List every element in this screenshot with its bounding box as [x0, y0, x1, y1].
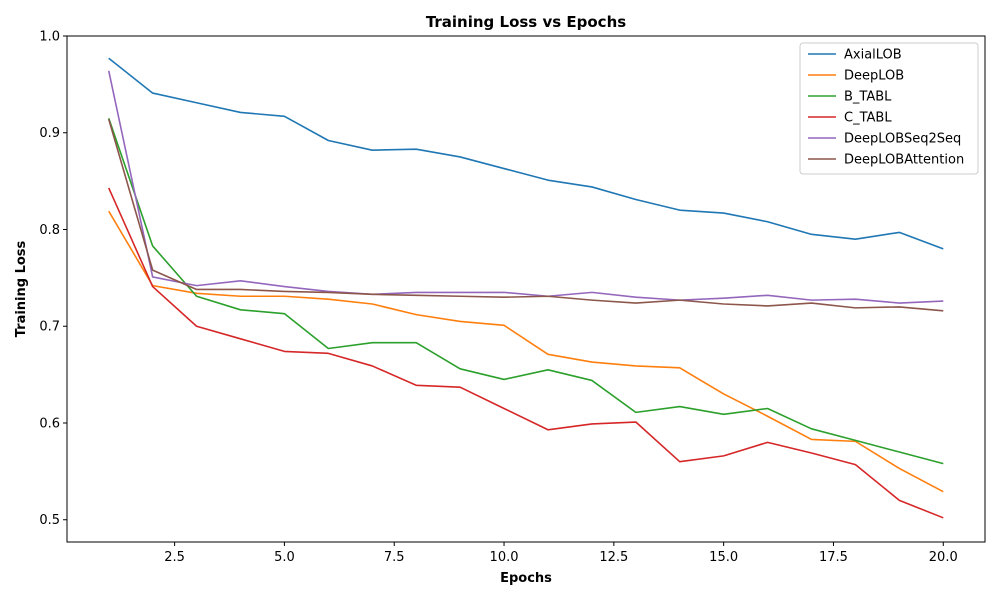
y-tick-label: 0.6 — [39, 416, 60, 431]
y-tick-label: 0.9 — [39, 126, 60, 141]
x-axis-title: Epochs — [500, 571, 552, 586]
y-tick-label: 0.8 — [39, 223, 60, 238]
legend-label-0: AxialLOB — [844, 48, 902, 63]
series-line-1 — [108, 210, 944, 493]
y-axis: 0.5 0.6 0.7 0.8 0.9 1.0 — [39, 30, 67, 528]
plot-area — [107, 57, 944, 519]
y-tick-label: 1.0 — [39, 30, 60, 45]
x-tick-label: 5.0 — [274, 550, 295, 565]
plot-frame — [66, 35, 986, 543]
series-line-5 — [107, 118, 944, 312]
legend-box — [799, 42, 979, 175]
legend-label-2: B_TABL — [844, 90, 892, 105]
x-tick-label: 20.0 — [929, 550, 958, 565]
y-tick-label: 0.5 — [39, 513, 60, 528]
legend: AxialLOB DeepLOB B_TABL C_TABL DeepLOBSeq2Se… — [799, 42, 979, 175]
x-tick-label: 12.5 — [599, 550, 628, 565]
series-line-2 — [107, 117, 944, 465]
x-tick-label: 10.0 — [490, 550, 519, 565]
series-line-3 — [107, 187, 944, 519]
series-line-4 — [107, 70, 944, 304]
x-tick-label: 7.5 — [384, 550, 405, 565]
legend-label-4: DeepLOBSeq2Seq — [844, 132, 961, 147]
y-axis-title: Training Loss — [14, 240, 29, 337]
legend-label-5: DeepLOBAttention — [844, 153, 964, 168]
series-line-0 — [108, 57, 944, 250]
chart-title: Training Loss vs Epochs — [426, 13, 626, 31]
y-tick-label: 0.7 — [39, 320, 60, 335]
x-tick-label: 2.5 — [164, 550, 185, 565]
legend-label-3: C_TABL — [844, 111, 892, 126]
x-tick-label: 15.0 — [709, 550, 738, 565]
legend-label-1: DeepLOB — [844, 69, 904, 84]
x-axis: 2.5 5.0 7.5 10.0 12.5 15.0 17.5 20.0 — [164, 542, 958, 565]
x-tick-label: 17.5 — [819, 550, 848, 565]
